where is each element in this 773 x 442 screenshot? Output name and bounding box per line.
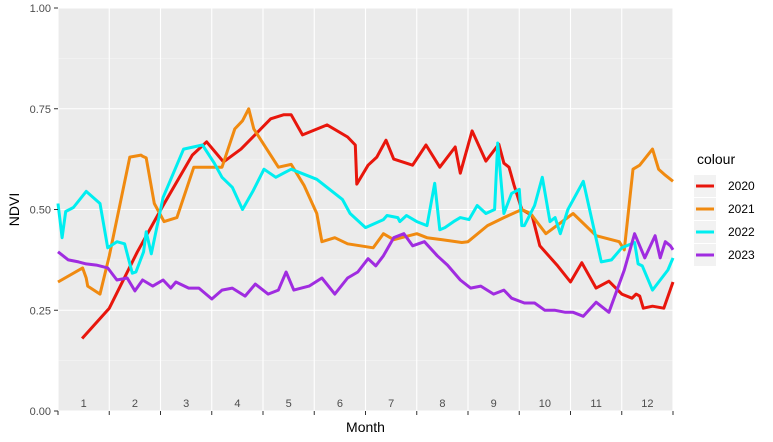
month-label: 11 <box>590 398 601 410</box>
legend: colour 2020 2021 2022 2023 <box>694 151 755 266</box>
month-label: 8 <box>439 398 445 410</box>
series-line-2022 <box>56 141 675 292</box>
y-axis-title: NDVI <box>6 193 22 226</box>
month-label: 12 <box>641 398 653 410</box>
series-line-2023 <box>57 232 675 318</box>
month-label: 4 <box>234 398 240 410</box>
series-layer <box>56 107 675 340</box>
legend-label-2021: 2021 <box>728 202 755 216</box>
y-tick-label: 0.00 <box>30 406 51 418</box>
month-label: 2 <box>132 398 138 410</box>
y-tick-label: 0.25 <box>30 305 51 317</box>
month-label: 5 <box>286 398 292 410</box>
legend-label-2023: 2023 <box>728 248 755 262</box>
y-tick-label: 1.00 <box>30 3 51 15</box>
month-label: 1 <box>81 398 87 410</box>
x-axis <box>57 411 674 415</box>
series-line-2020 <box>80 113 675 340</box>
month-label: 6 <box>337 398 343 410</box>
y-axis: 0.00 0.25 0.50 0.75 1.00 <box>30 3 58 418</box>
legend-title: colour <box>697 151 735 167</box>
month-label: 9 <box>491 398 497 410</box>
x-axis-title: Month <box>346 419 385 435</box>
month-label: 3 <box>183 398 189 410</box>
y-tick-label: 0.75 <box>30 104 51 116</box>
month-label: 7 <box>388 398 394 410</box>
x-month-labels: 1 2 3 4 5 6 7 8 9 10 11 12 <box>81 398 654 410</box>
legend-label-2022: 2022 <box>728 225 755 239</box>
legend-label-2020: 2020 <box>728 179 755 193</box>
month-label: 10 <box>539 398 551 410</box>
y-tick-label: 0.50 <box>30 205 51 217</box>
